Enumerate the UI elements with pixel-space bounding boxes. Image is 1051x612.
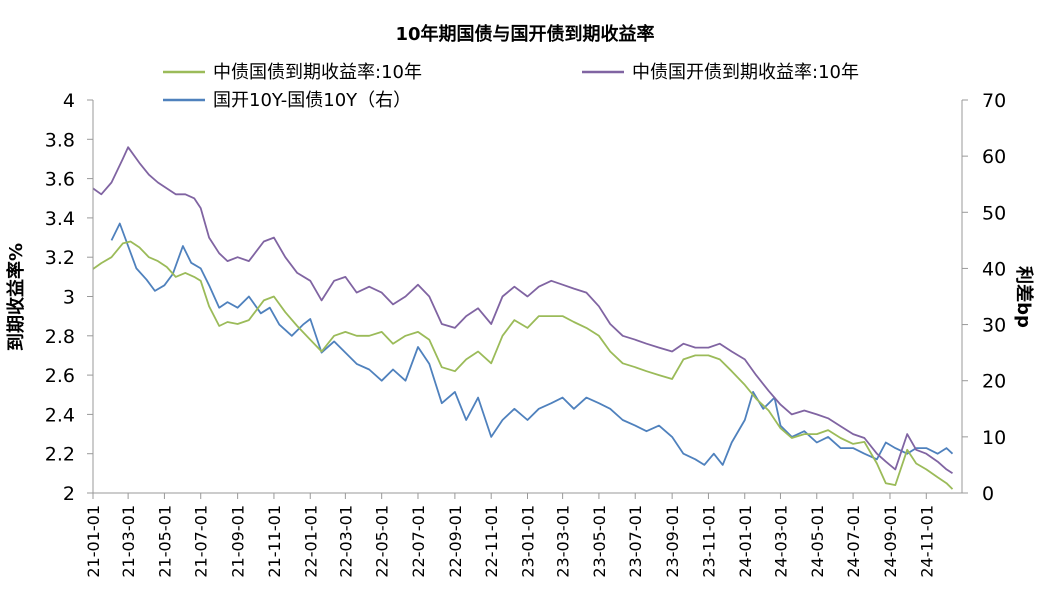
y-tick-left-label: 2.4: [45, 404, 75, 426]
x-tick-label: 23-03-01: [554, 505, 573, 578]
x-tick-label: 24-11-01: [917, 505, 936, 578]
y-axis-left-label: 到期收益率%: [5, 243, 27, 351]
legend-label-1: 中债国开债到期收益率:10年: [632, 62, 859, 83]
y-tick-right-label: 10: [982, 427, 1006, 449]
x-tick-label: 22-05-01: [373, 505, 392, 578]
y-tick-right-label: 0: [982, 483, 994, 505]
x-tick-label: 22-03-01: [336, 505, 355, 578]
x-tick-label: 21-09-01: [229, 505, 248, 578]
x-axis: 21-01-01 21-03-01 21-05-01 21-07-01 21-09-01…: [84, 493, 936, 578]
y-tick-left-label: 3.4: [45, 208, 75, 230]
y-tick-left-label: 2.2: [45, 444, 75, 466]
x-tick-label: 21-05-01: [155, 505, 174, 578]
series-layer: [92, 146, 954, 490]
x-tick-label: 24-07-01: [844, 505, 863, 578]
legend-label-2: 国开10Y-国债10Y（右）: [213, 90, 411, 111]
x-tick-label: 21-11-01: [265, 505, 284, 578]
x-tick-label: 22-07-01: [409, 505, 428, 578]
x-tick-label: 24-09-01: [881, 505, 900, 578]
series-line-1: [92, 146, 953, 475]
y-tick-right-label: 20: [982, 371, 1006, 393]
x-tick-label: 23-05-01: [590, 505, 609, 578]
x-tick-label: 24-01-01: [736, 505, 755, 578]
y-tick-left-label: 2.6: [45, 365, 75, 387]
y-tick-right-label: 60: [982, 146, 1006, 168]
x-tick-label: 23-11-01: [699, 505, 718, 578]
legend-label-0: 中债国债到期收益率:10年: [213, 62, 422, 83]
y-tick-left-label: 2: [63, 483, 75, 505]
x-tick-label: 23-01-01: [519, 505, 538, 578]
x-tick-label: 22-11-01: [482, 505, 501, 578]
y-axis-right: 70 60 50 40 30 20 10 0: [962, 90, 1006, 505]
y-axis-right-label: 利差bp: [1013, 266, 1035, 328]
x-tick-label: 22-09-01: [446, 505, 465, 578]
y-tick-left-label: 4: [63, 90, 75, 112]
y-tick-left-label: 2.8: [45, 326, 75, 348]
x-tick-label: 22-01-01: [301, 505, 320, 578]
x-tick-label: 24-05-01: [808, 505, 827, 578]
y-tick-left-label: 3.2: [45, 247, 75, 269]
series-line-0: [92, 240, 954, 490]
y-tick-right-label: 40: [982, 258, 1006, 280]
y-tick-right-label: 70: [982, 90, 1006, 112]
x-tick-label: 21-03-01: [119, 505, 138, 578]
y-tick-left-label: 3.8: [45, 129, 75, 151]
y-axis-left: 4 3.8 3.6 3.4 3.2 3 2.8 2.6 2.4 2.2 2: [45, 90, 93, 505]
legend: 中债国债到期收益率:10年 中债国开债到期收益率:10年国开10Y-国债10Y（右…: [163, 62, 859, 111]
x-tick-label: 21-07-01: [192, 505, 211, 578]
x-tick-label: 24-03-01: [771, 505, 790, 578]
x-tick-label: 21-01-01: [84, 505, 103, 578]
y-tick-left-label: 3.6: [45, 169, 75, 191]
x-tick-label: 23-09-01: [663, 505, 682, 578]
y-tick-right-label: 50: [982, 202, 1006, 224]
chart-title: 10年期国债与国开债到期收益率: [395, 23, 654, 45]
x-tick-label: 23-07-01: [626, 505, 645, 578]
series-line-2: [110, 222, 954, 466]
y-tick-left-label: 3: [63, 287, 75, 309]
y-tick-right-label: 30: [982, 315, 1006, 337]
